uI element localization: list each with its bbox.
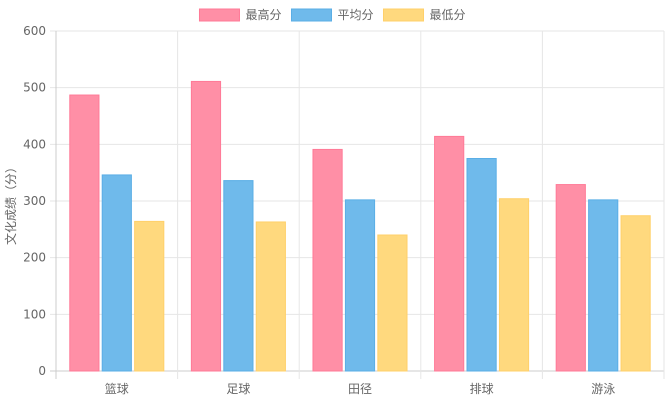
bar[interactable]: [377, 234, 408, 372]
bar[interactable]: [255, 221, 286, 372]
y-tick-label: 0: [38, 364, 46, 378]
bar[interactable]: [223, 180, 254, 372]
bar[interactable]: [69, 94, 100, 372]
y-axis-title: 文化成绩（分）: [3, 161, 18, 245]
bar[interactable]: [466, 158, 497, 372]
x-tick-label: 排球: [470, 382, 494, 396]
legend-swatch[interactable]: [198, 8, 240, 22]
bar[interactable]: [101, 174, 132, 372]
bar[interactable]: [588, 199, 619, 372]
bar[interactable]: [620, 215, 651, 372]
x-tick-label: 篮球: [105, 381, 129, 396]
bar[interactable]: [344, 199, 376, 372]
y-tick-label: 200: [23, 251, 46, 265]
x-tick-label: 足球: [226, 382, 250, 396]
bar[interactable]: [190, 80, 222, 372]
bar[interactable]: [134, 220, 165, 372]
bar[interactable]: [498, 198, 530, 372]
legend-swatch[interactable]: [383, 8, 425, 22]
y-tick-label: 300: [23, 194, 46, 208]
bar[interactable]: [312, 148, 343, 372]
y-tick-label: 100: [23, 307, 46, 321]
y-tick-label: 400: [23, 137, 46, 151]
bar[interactable]: [555, 184, 586, 372]
legend-label: 最低分: [430, 8, 466, 22]
bar[interactable]: [434, 135, 465, 372]
x-tick-label: 田径: [348, 382, 372, 396]
legend-label: 最高分: [245, 7, 281, 22]
bars: [69, 80, 651, 372]
y-tick-label: 600: [23, 24, 46, 38]
legend-swatch[interactable]: [290, 8, 332, 22]
y-tick-label: 500: [23, 81, 46, 95]
legend: 最高分 平均分 最低分: [198, 7, 466, 22]
legend-label: 平均分: [337, 8, 373, 22]
x-axis: 篮球 足球 田径 排球 游泳: [105, 381, 615, 396]
y-axis: 0 100 200 300 400 500 600: [23, 24, 46, 378]
x-tick-label: 游泳: [591, 382, 615, 396]
